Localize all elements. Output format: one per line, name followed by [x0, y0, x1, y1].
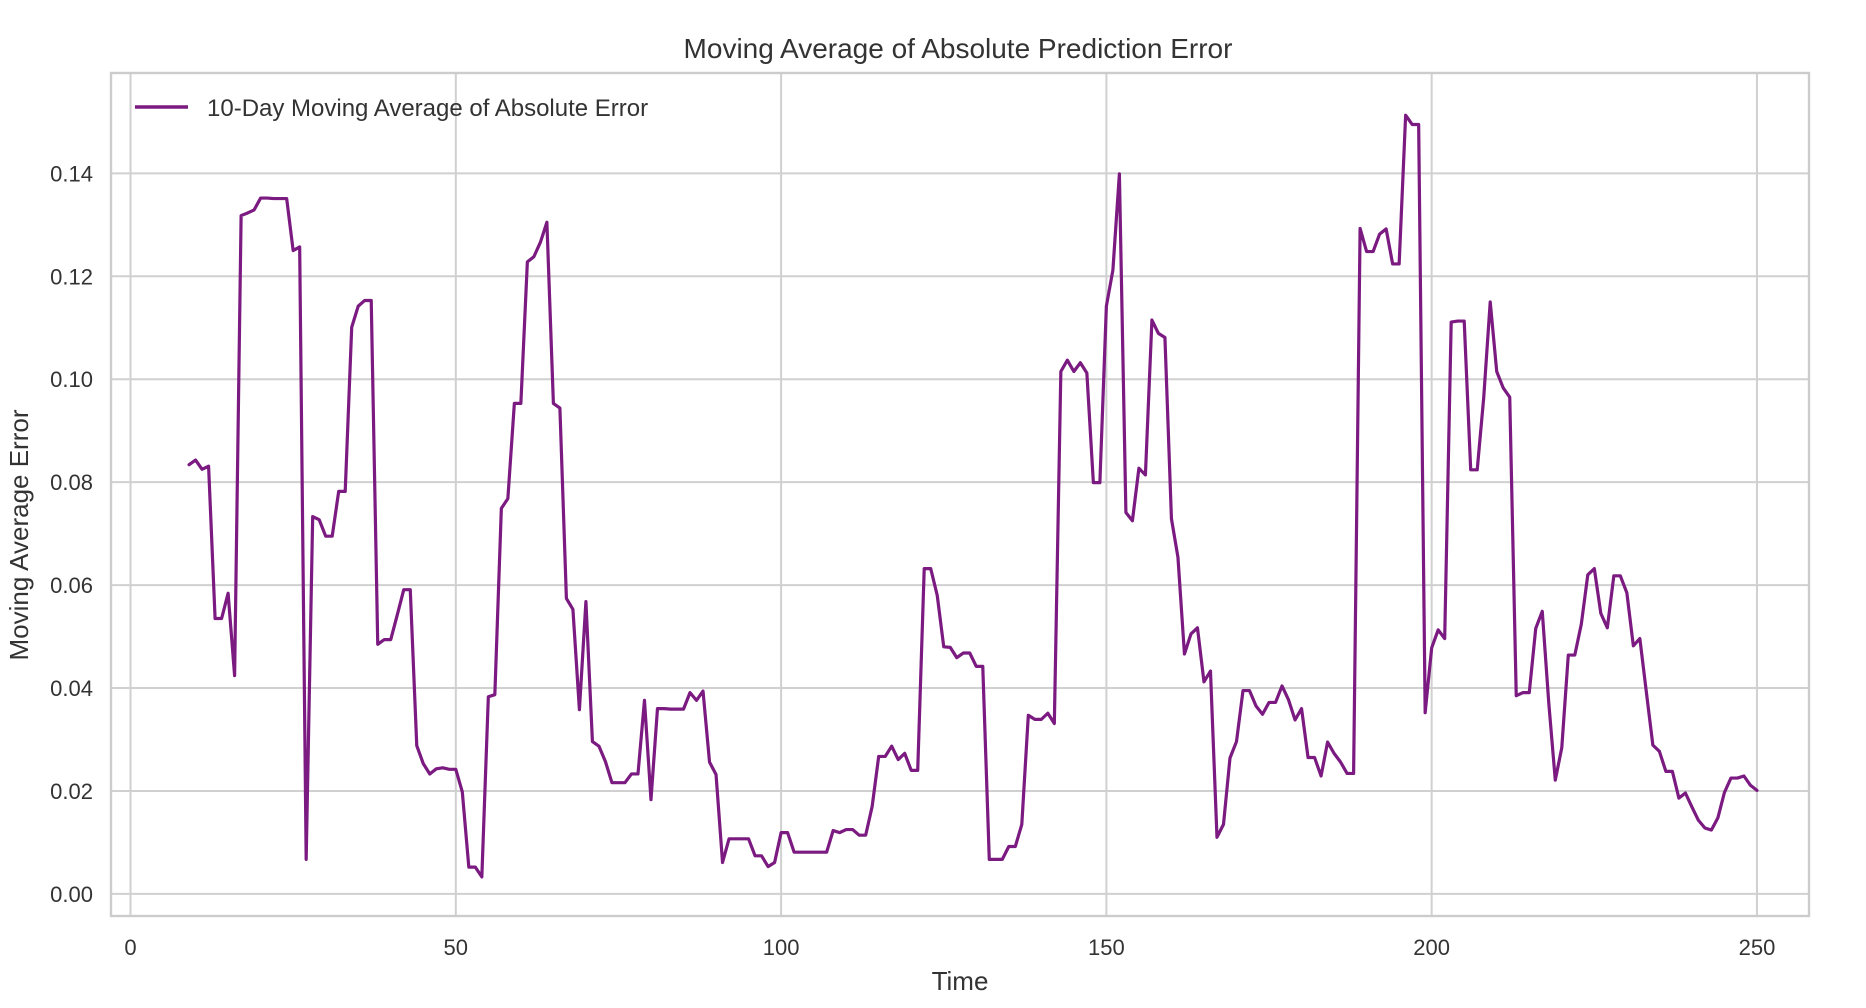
- series-lines: [187, 113, 1759, 879]
- x-tick-label: 200: [1413, 935, 1450, 960]
- y-tick-label: 0.12: [50, 264, 93, 289]
- x-tick-label: 0: [124, 935, 136, 960]
- x-tick-label: 150: [1088, 935, 1125, 960]
- x-tick-label: 50: [444, 935, 468, 960]
- x-tick-label: 100: [763, 935, 800, 960]
- x-axis-label: Time: [932, 966, 989, 996]
- y-tick-label: 0.14: [50, 161, 93, 186]
- legend-label: 10-Day Moving Average of Absolute Error: [207, 95, 648, 122]
- y-tick-label: 0.04: [50, 676, 93, 701]
- y-axis-ticks: 0.00 0.02 0.04 0.06 0.08 0.10 0.12 0.14: [50, 161, 93, 907]
- y-tick-label: 0.08: [50, 470, 93, 495]
- y-tick-label: 0.00: [50, 882, 93, 907]
- series-line: [187, 113, 1759, 879]
- plot-frame: [109, 71, 1811, 918]
- chart-title: Moving Average of Absolute Prediction Er…: [684, 33, 1233, 64]
- x-tick-label: 250: [1739, 935, 1776, 960]
- plot-background: [111, 73, 1809, 916]
- y-axis-label: Moving Average Error: [4, 409, 34, 660]
- legend: 10-Day Moving Average of Absolute Error: [135, 95, 648, 122]
- grid-lines: [111, 73, 1809, 916]
- y-tick-label: 0.02: [50, 779, 93, 804]
- y-tick-label: 0.10: [50, 367, 93, 392]
- y-tick-label: 0.06: [50, 573, 93, 598]
- x-axis-ticks: 0 50 100 150 200 250: [124, 935, 1775, 960]
